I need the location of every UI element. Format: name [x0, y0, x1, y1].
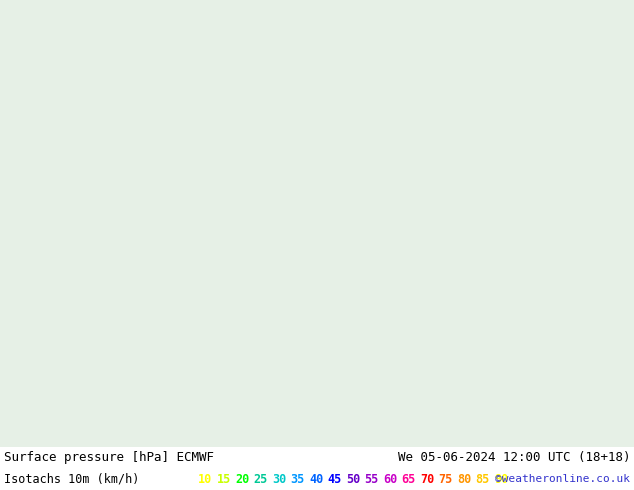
Text: 60: 60: [383, 472, 398, 486]
Text: Isotachs 10m (km/h): Isotachs 10m (km/h): [4, 472, 139, 486]
Text: 15: 15: [216, 472, 231, 486]
Text: 45: 45: [328, 472, 342, 486]
Text: 85: 85: [476, 472, 489, 486]
Text: 50: 50: [346, 472, 360, 486]
Text: 25: 25: [254, 472, 268, 486]
Text: 10: 10: [198, 472, 212, 486]
Text: We 05-06-2024 12:00 UTC (18+18): We 05-06-2024 12:00 UTC (18+18): [398, 451, 630, 464]
Text: 40: 40: [309, 472, 323, 486]
Text: 80: 80: [457, 472, 471, 486]
Text: 70: 70: [420, 472, 434, 486]
Text: 90: 90: [494, 472, 508, 486]
Text: 30: 30: [272, 472, 286, 486]
Text: Surface pressure [hPa] ECMWF: Surface pressure [hPa] ECMWF: [4, 451, 214, 464]
Text: 20: 20: [235, 472, 249, 486]
Text: 75: 75: [439, 472, 453, 486]
Text: 35: 35: [290, 472, 305, 486]
Text: 55: 55: [365, 472, 378, 486]
Text: 65: 65: [401, 472, 416, 486]
Text: ©weatheronline.co.uk: ©weatheronline.co.uk: [495, 474, 630, 484]
